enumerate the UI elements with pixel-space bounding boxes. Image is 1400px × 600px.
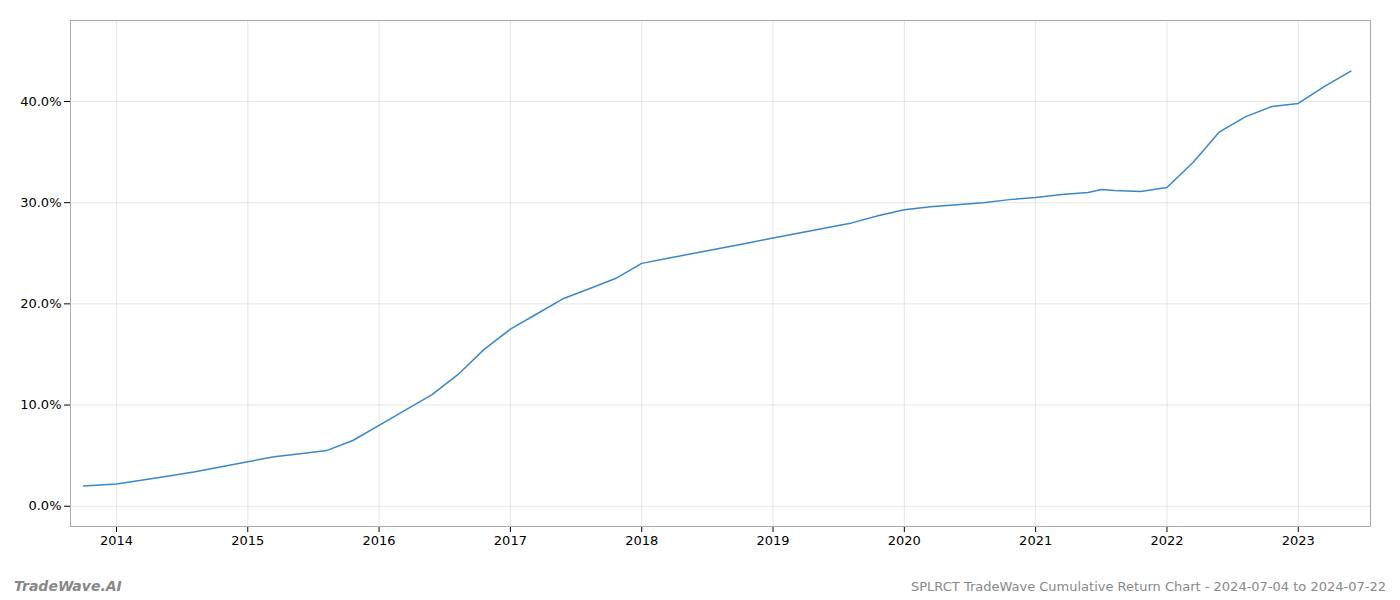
svg-text:30.0%: 30.0% <box>20 195 61 210</box>
svg-text:2022: 2022 <box>1150 533 1183 548</box>
svg-text:10.0%: 10.0% <box>20 397 61 412</box>
svg-text:2015: 2015 <box>231 533 264 548</box>
svg-text:2019: 2019 <box>756 533 789 548</box>
svg-text:2020: 2020 <box>888 533 921 548</box>
svg-text:40.0%: 40.0% <box>20 94 61 109</box>
html-text:SPLRCT TradeWave Cumulative Re: SPLRCT TradeWave Cumulative Return Chart… <box>911 579 1386 594</box>
svg-text:20.0%: 20.0% <box>20 296 61 311</box>
svg-text:2018: 2018 <box>625 533 658 548</box>
html-text:TradeWave.AI: TradeWave.AI <box>14 578 122 594</box>
svg-text:2023: 2023 <box>1282 533 1315 548</box>
svg-text:2017: 2017 <box>494 533 527 548</box>
svg-text:2014: 2014 <box>100 533 133 548</box>
svg-text:2021: 2021 <box>1019 533 1052 548</box>
svg-text:2016: 2016 <box>363 533 396 548</box>
svg-text:0.0%: 0.0% <box>28 498 61 513</box>
